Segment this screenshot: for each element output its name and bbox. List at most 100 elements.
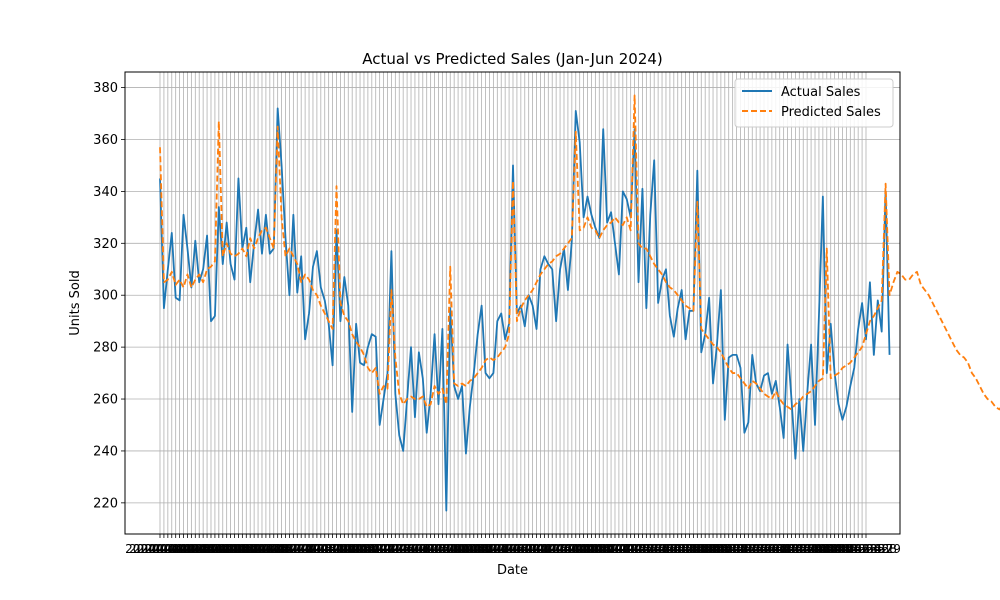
x-tick-label: 2024-06-02 <box>725 542 795 556</box>
x-tick-label: 2024-01-10 <box>160 542 230 556</box>
x-tick-label: 2024-04-15 <box>537 542 607 556</box>
y-tick-label: 300 <box>93 289 118 304</box>
x-tick-label: 2024-04-05 <box>498 542 568 556</box>
x-tick-label: 2024-02-27 <box>349 542 419 556</box>
x-tick-label: 2024-01-08 <box>153 542 223 556</box>
x-tick-label: 2024-03-23 <box>447 542 517 556</box>
x-tick-label: 2024-06-13 <box>768 542 838 556</box>
legend-box <box>734 78 894 128</box>
x-tick-label: 2024-02-22 <box>329 542 399 556</box>
x-tick-label: 2024-05-03 <box>608 542 678 556</box>
x-tick-label: 2024-02-12 <box>290 542 360 556</box>
x-tick-label: 2024-03-11 <box>400 542 470 556</box>
x-tick-label: 2024-06-01 <box>721 542 791 556</box>
x-tick-label: 2024-03-26 <box>459 542 529 556</box>
x-tick-label: 2024-02-20 <box>321 542 391 556</box>
x-tick-label: 2024-02-23 <box>333 542 403 556</box>
x-tick-label: 2024-05-08 <box>627 542 697 556</box>
x-tick-label: 2024-03-12 <box>404 542 474 556</box>
x-tick-label: 2024-05-01 <box>600 542 670 556</box>
grid-layer <box>125 72 900 534</box>
x-tick-label: 2024-06-19 <box>792 542 862 556</box>
x-tick-label: 2024-04-29 <box>592 542 662 556</box>
x-tick-label: 2024-02-09 <box>278 542 348 556</box>
x-tick-label: 2024-02-21 <box>325 542 395 556</box>
x-tick-label: 2024-03-28 <box>466 542 536 556</box>
x-tick-label: 2024-01-27 <box>227 542 297 556</box>
x-tick-label: 2024-05-19 <box>670 542 740 556</box>
x-tick-label: 2024-02-14 <box>298 542 368 556</box>
x-tick-label: 2024-05-11 <box>639 542 709 556</box>
x-tick-label: 2024-04-21 <box>560 542 630 556</box>
x-tick-label: 2024-03-02 <box>364 542 434 556</box>
x-tick-label: 2024-02-05 <box>262 542 332 556</box>
x-tick-label: 2024-03-15 <box>415 542 485 556</box>
x-tick-label: 2024-05-02 <box>604 542 674 556</box>
x-tick-label: 2024-06-29 <box>831 542 901 556</box>
plot-frame <box>124 71 901 535</box>
x-tick-label: 2024-03-14 <box>411 542 481 556</box>
x-tick-label: 2024-06-25 <box>815 542 885 556</box>
x-tick-label: 2024-01-18 <box>192 542 262 556</box>
x-tick-label: 2024-03-29 <box>470 542 540 556</box>
x-tick-label: 2024-06-20 <box>796 542 866 556</box>
x-tick-label: 2024-05-04 <box>611 542 681 556</box>
x-tick-label: 2024-06-16 <box>780 542 850 556</box>
x-tick-label: 2024-05-17 <box>662 542 732 556</box>
x-tick-label: 2024-05-26 <box>698 542 768 556</box>
legend-label-actual: Actual Sales <box>781 85 861 100</box>
x-tick-label: 2024-04-30 <box>596 542 666 556</box>
y-tick-label: 340 <box>93 185 118 200</box>
x-tick-label: 2024-05-10 <box>635 542 705 556</box>
x-tick-label: 2024-03-30 <box>474 542 544 556</box>
x-tick-label: 2024-02-25 <box>341 542 411 556</box>
x-tick-label: 2024-02-28 <box>353 542 423 556</box>
x-tick-label: 2024-02-03 <box>255 542 325 556</box>
x-tick-label: 2024-06-08 <box>749 542 819 556</box>
x-tick-label: 2024-06-14 <box>772 542 842 556</box>
x-tick-label: 2024-03-01 <box>360 542 430 556</box>
predicted-sales-line <box>159 94 1000 411</box>
series-layer <box>159 94 1000 512</box>
x-tick-label: 2024-01-12 <box>168 542 238 556</box>
x-tick-label: 2024-05-16 <box>659 542 729 556</box>
x-tick-label: 2024-04-13 <box>529 542 599 556</box>
x-tick-label: 2024-03-06 <box>380 542 450 556</box>
x-tick-label: 2024-06-17 <box>784 542 854 556</box>
x-tick-label: 2024-01-29 <box>235 542 305 556</box>
x-tick-label: 2024-01-06 <box>145 542 215 556</box>
x-tick-label: 2024-04-14 <box>533 542 603 556</box>
x-tick-label: 2024-01-31 <box>243 542 313 556</box>
x-tick-label: 2024-02-02 <box>251 542 321 556</box>
x-tick-label: 2024-03-18 <box>427 542 497 556</box>
y-tick-label: 380 <box>93 81 118 96</box>
x-tick-label: 2024-03-10 <box>396 542 466 556</box>
x-tick-label: 2024-03-19 <box>431 542 501 556</box>
x-tick-label: 2024-02-06 <box>266 542 336 556</box>
x-tick-label: 2024-04-27 <box>584 542 654 556</box>
x-tick-label: 2024-03-31 <box>478 542 548 556</box>
x-axis-label: Date <box>497 563 528 578</box>
x-tick-label: 2024-05-13 <box>647 542 717 556</box>
x-tick-label: 2024-06-04 <box>733 542 803 556</box>
y-tick-label: 220 <box>93 496 118 511</box>
x-tick-label: 2024-03-24 <box>451 542 521 556</box>
chart-title: Actual vs Predicted Sales (Jan-Jun 2024) <box>362 50 663 68</box>
x-tick-label: 2024-04-09 <box>513 542 583 556</box>
x-tick-label: 2024-03-04 <box>372 542 442 556</box>
legend-label-predicted: Predicted Sales <box>781 105 881 120</box>
x-tick-label: 2024-01-15 <box>180 542 250 556</box>
x-tick-label: 2024-06-15 <box>776 542 846 556</box>
x-tick-label: 2024-02-18 <box>313 542 383 556</box>
x-tick-label: 2024-05-05 <box>615 542 685 556</box>
x-tick-label: 2024-05-09 <box>631 542 701 556</box>
y-tick-label: 360 <box>93 133 118 148</box>
x-tick-label: 2024-03-22 <box>443 542 513 556</box>
x-tick-label: 2024-01-25 <box>219 542 289 556</box>
x-tick-label: 2024-01-21 <box>204 542 274 556</box>
x-tick-label: 2024-05-30 <box>713 542 783 556</box>
x-tick-label: 2024-05-23 <box>686 542 756 556</box>
x-tick-label: 2024-05-14 <box>651 542 721 556</box>
